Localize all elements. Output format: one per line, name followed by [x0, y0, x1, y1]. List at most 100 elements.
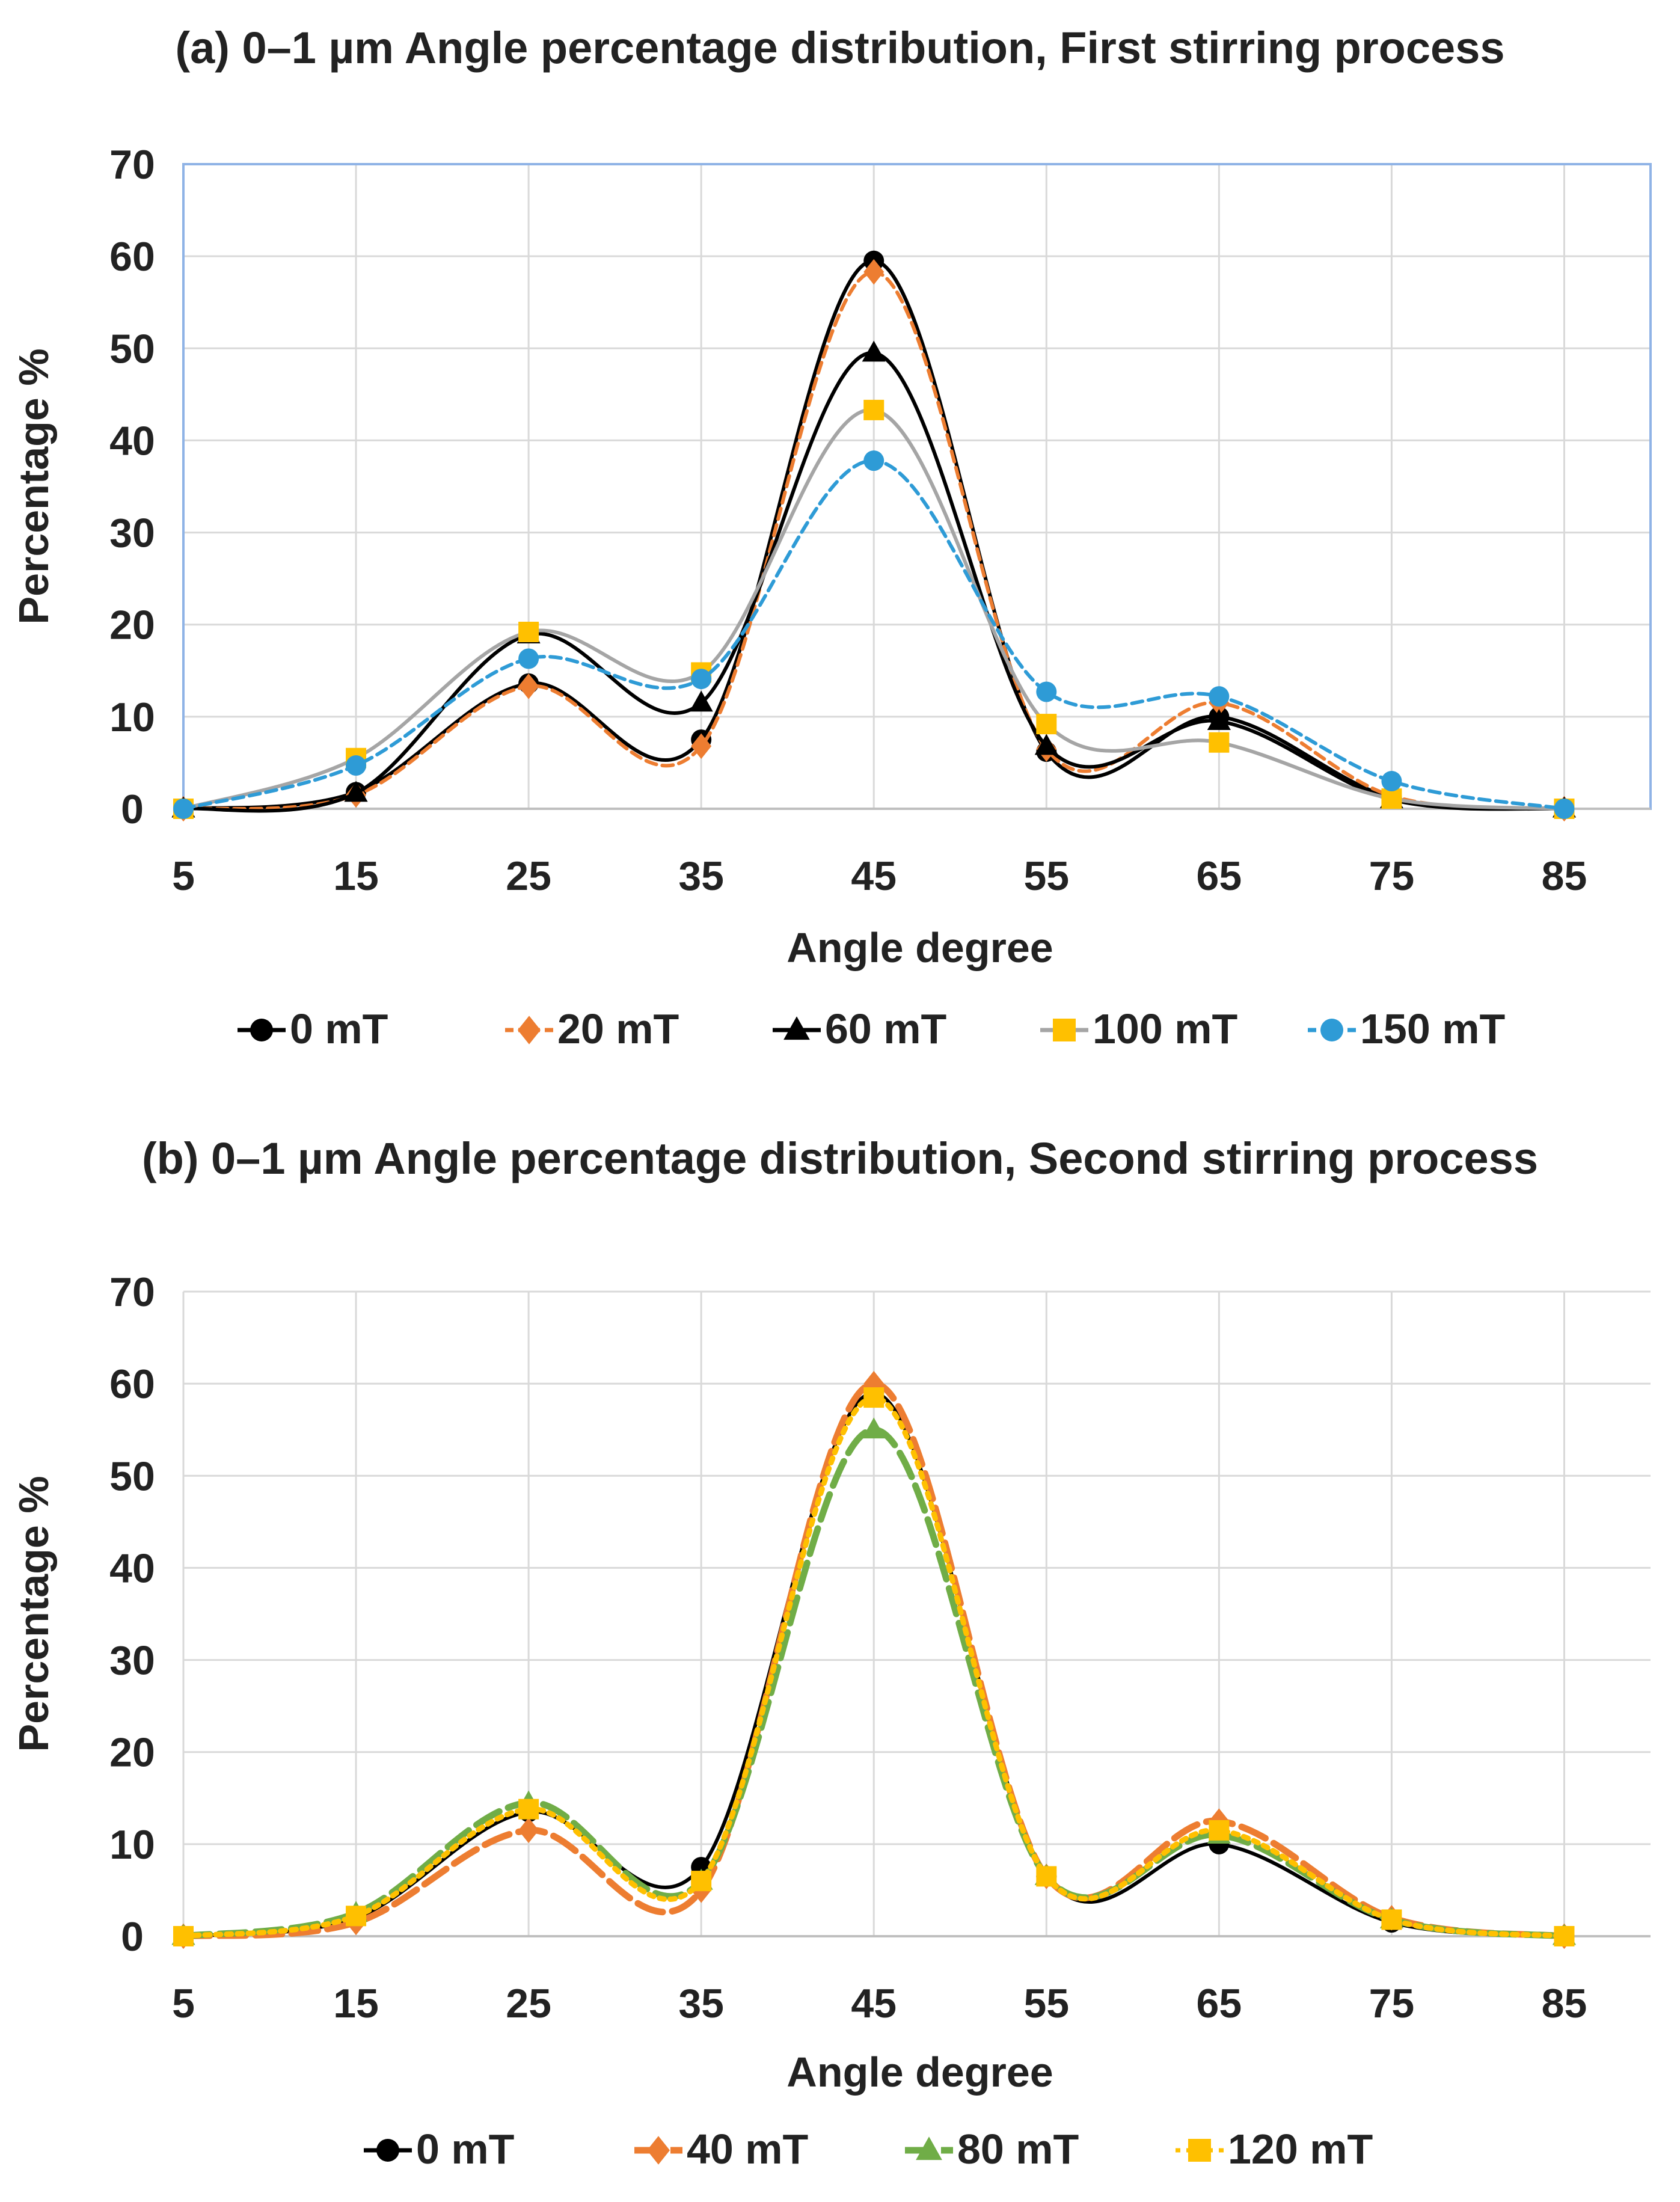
legend-label: 0 mT	[290, 1005, 388, 1052]
series-150-mt	[173, 450, 1575, 819]
data-point	[518, 1799, 539, 1820]
data-point	[346, 755, 367, 776]
x-axis-label: Angle degree	[786, 924, 1053, 971]
data-point	[863, 399, 884, 420]
y-tick-label: 50	[109, 1453, 155, 1499]
chart-title: (b) 0–1 µm Angle percentage distribution…	[142, 1133, 1538, 1183]
legend-label: 60 mT	[825, 1005, 946, 1052]
data-point	[691, 669, 712, 690]
y-tick-label: 70	[109, 142, 155, 188]
legend-marker	[916, 2136, 942, 2161]
legend-item: 20 mT	[505, 1005, 679, 1052]
data-point	[863, 1387, 884, 1408]
y-tick-label: 10	[109, 1822, 155, 1868]
data-point	[1554, 799, 1575, 819]
legend-label: 20 mT	[557, 1005, 679, 1052]
data-point	[1209, 732, 1230, 753]
y-axis-label: Percentage %	[10, 348, 57, 624]
data-point	[1034, 734, 1058, 755]
series-120-mt	[173, 1387, 1575, 1946]
legend-label: 150 mT	[1360, 1005, 1505, 1052]
x-tick-label: 5	[172, 853, 195, 899]
x-tick-label: 45	[851, 1981, 897, 2026]
y-tick-label: 30	[109, 1638, 155, 1684]
x-tick-label: 55	[1023, 1981, 1069, 2026]
chart-title: (a) 0–1 µm Angle percentage distribution…	[175, 23, 1504, 73]
legend-marker	[518, 1016, 541, 1044]
x-tick-label: 45	[851, 853, 897, 899]
x-tick-label: 35	[678, 1981, 724, 2026]
x-tick-label: 15	[333, 1981, 379, 2026]
y-tick-label: 20	[109, 1730, 155, 1776]
x-tick-label: 75	[1369, 1981, 1415, 2026]
x-tick-label: 65	[1197, 1981, 1242, 2026]
x-tick-label: 15	[333, 853, 379, 899]
x-tick-label: 55	[1023, 853, 1069, 899]
data-point	[1381, 788, 1402, 809]
data-point	[862, 340, 886, 362]
data-point	[863, 450, 884, 471]
legend-marker	[250, 1019, 273, 1041]
legend-item: 60 mT	[773, 1005, 946, 1052]
legend-marker	[1188, 2139, 1211, 2162]
data-point	[173, 799, 194, 819]
x-tick-label: 85	[1542, 1981, 1587, 2026]
legend-item: 120 mT	[1176, 2126, 1373, 2173]
data-point	[1036, 681, 1057, 702]
legend-marker	[647, 2136, 670, 2165]
data-point	[1036, 1866, 1057, 1887]
legend-item: 150 mT	[1308, 1005, 1505, 1052]
y-tick-label: 20	[109, 603, 155, 648]
y-tick-label: 0	[121, 1914, 144, 1960]
legend-label: 0 mT	[416, 2126, 514, 2173]
data-point	[518, 673, 539, 699]
x-tick-label: 25	[506, 853, 551, 899]
legend-item: 80 mT	[905, 2126, 1079, 2173]
data-point	[518, 648, 539, 669]
x-tick-label: 25	[506, 1981, 551, 2026]
data-point	[173, 1926, 194, 1946]
x-tick-label: 75	[1369, 853, 1415, 899]
data-point	[691, 733, 712, 759]
legend-marker	[376, 2139, 399, 2162]
legend-item: 0 mT	[364, 2126, 514, 2173]
data-point	[1381, 1909, 1402, 1930]
chart-a: (a) 0–1 µm Angle percentage distribution…	[10, 23, 1652, 1052]
data-point	[1036, 714, 1057, 735]
legend-marker	[783, 1016, 810, 1040]
legend-label: 80 mT	[957, 2126, 1079, 2173]
y-axis-label: Percentage %	[10, 1476, 57, 1752]
legend-item: 40 mT	[634, 2126, 808, 2173]
x-tick-label: 65	[1197, 853, 1242, 899]
y-tick-label: 60	[109, 1361, 155, 1407]
y-tick-label: 50	[109, 326, 155, 372]
data-point	[1209, 686, 1230, 707]
data-point	[518, 621, 539, 642]
data-point	[1209, 1820, 1230, 1841]
x-tick-label: 5	[172, 1981, 195, 2026]
data-point	[691, 1871, 712, 1892]
y-tick-label: 60	[109, 234, 155, 280]
y-tick-label: 10	[109, 695, 155, 740]
x-axis-label: Angle degree	[786, 2049, 1053, 2096]
legend-item: 0 mT	[238, 1005, 388, 1052]
data-point	[344, 781, 368, 802]
legend-label: 100 mT	[1093, 1005, 1237, 1052]
data-point	[1381, 771, 1402, 792]
data-point	[346, 1906, 367, 1927]
y-tick-label: 40	[109, 418, 155, 464]
legend-item: 100 mT	[1040, 1005, 1237, 1052]
y-tick-label: 70	[109, 1269, 155, 1315]
data-point	[689, 690, 713, 712]
x-tick-label: 35	[678, 853, 724, 899]
data-point	[1207, 709, 1231, 730]
legend-marker	[1053, 1019, 1076, 1041]
data-point	[862, 1417, 886, 1439]
chart-b: (b) 0–1 µm Angle percentage distribution…	[10, 1133, 1651, 2173]
data-point	[1554, 1926, 1575, 1946]
legend-label: 40 mT	[687, 2126, 808, 2173]
y-tick-label: 40	[109, 1545, 155, 1591]
y-tick-label: 0	[121, 787, 144, 832]
legend-label: 120 mT	[1228, 2126, 1373, 2173]
